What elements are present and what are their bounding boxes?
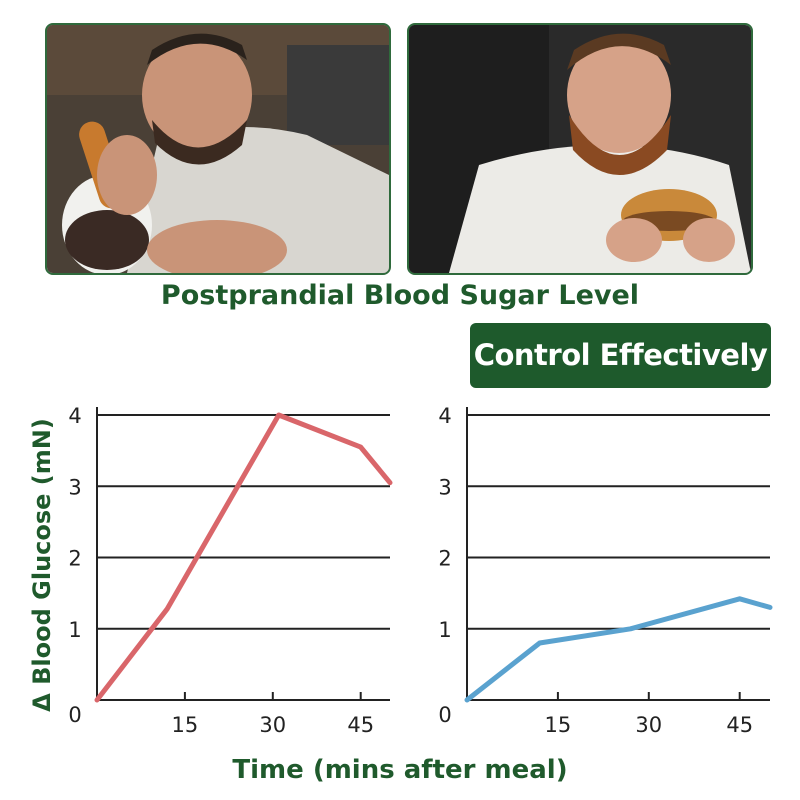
man-eating-dessert-photo xyxy=(45,23,391,275)
y-tick-label-4: 4 xyxy=(438,404,451,428)
y-tick-label-1: 1 xyxy=(68,618,81,642)
series-line-after xyxy=(464,596,773,703)
y-tick-label-3: 3 xyxy=(438,475,451,499)
x-tick-label-0: 0 xyxy=(68,703,81,727)
x-tick-label-15: 15 xyxy=(545,713,572,737)
y-tick-label-2: 2 xyxy=(68,547,81,571)
man-eating-burger-photo xyxy=(407,23,753,275)
x-tick-label-15: 15 xyxy=(172,713,199,737)
chart-title: Postprandial Blood Sugar Level xyxy=(160,280,640,311)
y-tick-label-4: 4 xyxy=(68,404,81,428)
y-tick-label-3: 3 xyxy=(68,475,81,499)
control-effectively-badge: Control Effectively xyxy=(470,323,771,388)
y-tick-label-1: 1 xyxy=(438,618,451,642)
dessert-photo-illustration xyxy=(47,25,389,273)
x-tick-label-30: 30 xyxy=(635,713,662,737)
x-axis-label: Time (mins after meal) xyxy=(232,755,568,785)
x-tick-label-0: 0 xyxy=(438,703,451,727)
x-tick-label-30: 30 xyxy=(259,713,286,737)
series-line-before xyxy=(94,412,393,703)
burger-photo-illustration xyxy=(409,25,751,273)
y-tick-label-2: 2 xyxy=(438,547,451,571)
x-tick-label-45: 45 xyxy=(726,713,753,737)
x-tick-label-45: 45 xyxy=(347,713,374,737)
